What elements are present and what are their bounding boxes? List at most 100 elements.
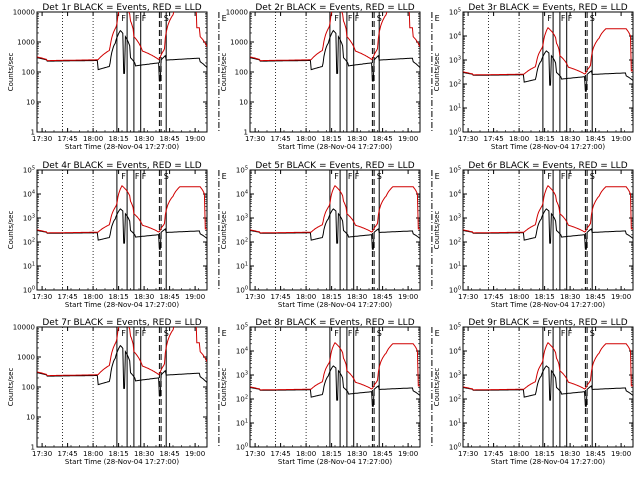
x-tick-label: 18:30 — [347, 293, 367, 301]
y-tick-label: 10 — [26, 414, 35, 422]
y-tick-label: 103 — [449, 214, 461, 223]
y-tick-label: 10000 — [226, 9, 248, 17]
marker-letter: F — [547, 329, 552, 338]
x-tick-label: 19:00 — [398, 450, 418, 458]
series-red-lld — [37, 327, 207, 377]
x-tick-label: 18:15 — [322, 135, 342, 143]
x-axis-label: Start Time (28-Nov-04 17:27:00) — [278, 301, 392, 309]
y-tick-label: 100 — [22, 384, 35, 392]
panel-title: Det 2r BLACK = Events, RED = LLD — [255, 3, 414, 13]
marker-letter: S — [164, 329, 169, 338]
x-tick-label: 17:30 — [245, 293, 265, 301]
curves — [250, 185, 420, 250]
x-tick-label: 17:30 — [32, 450, 52, 458]
marker-letter: F — [135, 329, 140, 338]
panel-det-6: Det 6r BLACK = Events, RED = LLD 100 101 10… — [433, 161, 634, 309]
x-tick-label: 18:00 — [83, 450, 103, 458]
x-tick-label: 18:45 — [586, 135, 606, 143]
y-tick-label: 102 — [449, 238, 461, 247]
marker-letter: F — [561, 329, 566, 338]
y-tick-label: 100 — [235, 69, 248, 77]
x-tick-label: 17:45 — [484, 450, 504, 458]
y-axis-label: Counts/sec — [433, 368, 441, 407]
x-tick-label: 17:30 — [458, 293, 478, 301]
x-tick-label: 17:45 — [271, 293, 291, 301]
panel-det-3: Det 3r BLACK = Events, RED = LLD 100 101 10… — [433, 3, 634, 151]
x-tick-label: 19:00 — [398, 135, 418, 143]
x-axis-label: Start Time (28-Nov-04 17:27:00) — [491, 301, 605, 309]
x-tick-label: 18:15 — [109, 293, 129, 301]
y-tick-label: 10000 — [13, 324, 35, 332]
y-tick-label: 100 — [23, 286, 35, 295]
x-tick-label: 18:30 — [134, 135, 154, 143]
marker-letter: F — [135, 172, 140, 181]
y-axis-label: Counts/sec — [220, 211, 228, 250]
marker-letter: F — [121, 172, 126, 181]
y-tick-label: 105 — [236, 166, 248, 175]
marker-letter: E — [222, 329, 227, 338]
y-tick-label: 101 — [236, 419, 248, 428]
panel-det-9: Det 9r BLACK = Events, RED = LLD 100 101 10… — [433, 318, 634, 466]
x-axis-label: Start Time (28-Nov-04 17:27:00) — [65, 458, 179, 466]
y-tick-label: 104 — [236, 190, 248, 199]
marker-letter: F — [355, 329, 360, 338]
y-axis-label: Counts/sec — [433, 53, 441, 92]
marker-letter: F — [348, 14, 353, 23]
y-tick-label: 1 — [31, 129, 35, 137]
curves — [250, 12, 420, 82]
curves — [250, 342, 420, 407]
y-tick-label: 105 — [23, 166, 35, 175]
series-red-lld — [37, 12, 207, 62]
y-tick-label: 103 — [236, 214, 248, 223]
x-tick-label: 17:30 — [245, 450, 265, 458]
x-tick-label: 18:15 — [109, 450, 129, 458]
x-tick-label: 18:15 — [109, 135, 129, 143]
panel-title: Det 4r BLACK = Events, RED = LLD — [42, 161, 201, 171]
y-tick-label: 101 — [449, 104, 461, 113]
series-black-events — [463, 208, 633, 250]
x-tick-label: 18:00 — [509, 293, 529, 301]
y-tick-label: 103 — [449, 56, 461, 65]
x-tick-label: 18:15 — [322, 293, 342, 301]
x-tick-label: 17:30 — [458, 135, 478, 143]
series-black-events — [250, 29, 420, 82]
y-tick-label: 100 — [236, 286, 248, 295]
marker-letter: F — [334, 329, 339, 338]
x-tick-label: 18:30 — [560, 135, 580, 143]
y-axis-label: Counts/sec — [7, 368, 15, 407]
marker-letter: F — [355, 14, 360, 23]
x-tick-label: 18:00 — [296, 135, 316, 143]
panel-title: Det 5r BLACK = Events, RED = LLD — [255, 161, 414, 171]
panel-title: Det 1r BLACK = Events, RED = LLD — [42, 3, 201, 13]
x-tick-label: 17:30 — [32, 135, 52, 143]
x-tick-label: 17:30 — [458, 450, 478, 458]
curves — [463, 342, 633, 407]
marker-letter: F — [568, 329, 573, 338]
y-tick-label: 101 — [449, 419, 461, 428]
y-tick-label: 102 — [449, 80, 461, 89]
x-tick-label: 19:00 — [611, 293, 631, 301]
x-tick-label: 18:45 — [373, 293, 393, 301]
y-tick-label: 10 — [26, 99, 35, 107]
panel-title: Det 6r BLACK = Events, RED = LLD — [468, 161, 627, 171]
y-tick-label: 101 — [23, 262, 35, 271]
marker-letter: F — [568, 172, 573, 181]
series-black-events — [250, 365, 420, 407]
panel-det-5: Det 5r BLACK = Events, RED = LLD 100 101 10… — [220, 161, 440, 309]
marker-letter: F — [142, 172, 147, 181]
x-tick-label: 17:45 — [58, 293, 78, 301]
series-red-lld — [37, 185, 207, 234]
marker-letter: F — [142, 14, 147, 23]
y-axis-label: Counts/sec — [7, 53, 15, 92]
panel-title: Det 9r BLACK = Events, RED = LLD — [468, 318, 627, 328]
curves — [463, 27, 633, 92]
marker-letter: F — [135, 14, 140, 23]
series-red-lld — [250, 342, 420, 391]
x-tick-label: 18:30 — [560, 293, 580, 301]
y-tick-label: 102 — [236, 238, 248, 247]
x-tick-label: 18:45 — [160, 135, 180, 143]
y-tick-label: 1000 — [17, 39, 35, 47]
x-tick-label: 19:00 — [185, 135, 205, 143]
series-red-lld — [463, 342, 633, 391]
